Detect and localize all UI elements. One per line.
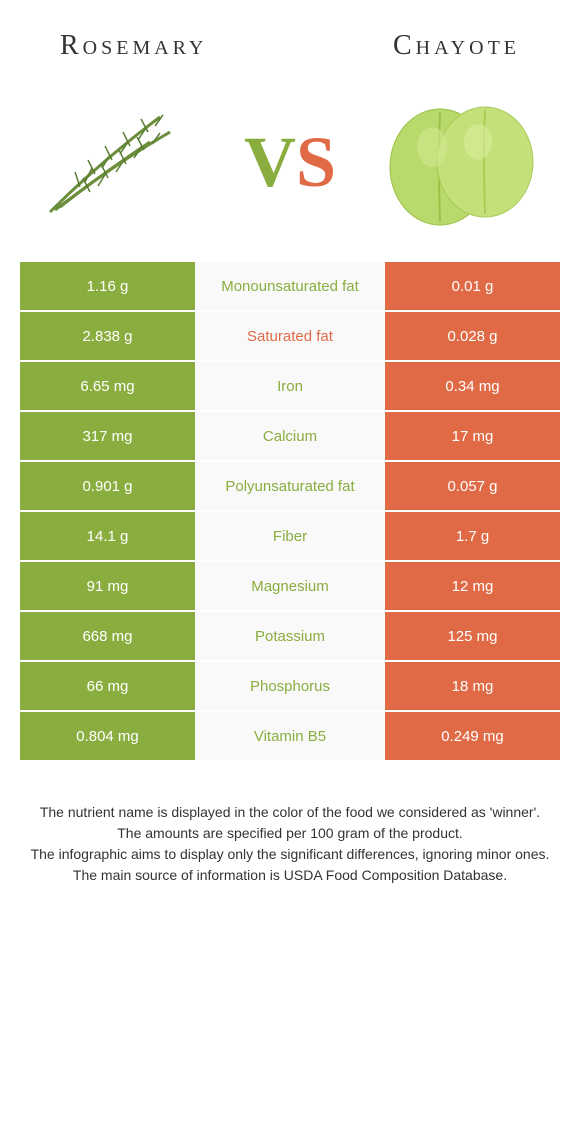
nutrient-label: Polyunsaturated fat [195, 462, 385, 510]
value-right: 1.7 g [385, 512, 560, 560]
value-right: 125 mg [385, 612, 560, 660]
value-right: 0.028 g [385, 312, 560, 360]
table-row: 66 mgPhosphorus18 mg [20, 662, 560, 712]
table-row: 6.65 mgIron0.34 mg [20, 362, 560, 412]
value-right: 0.34 mg [385, 362, 560, 410]
value-left: 0.804 mg [20, 712, 195, 760]
value-right: 0.01 g [385, 262, 560, 310]
table-row: 668 mgPotassium125 mg [20, 612, 560, 662]
value-right: 17 mg [385, 412, 560, 460]
nutrient-label: Vitamin B5 [195, 712, 385, 760]
footer-line: The amounts are specified per 100 gram o… [20, 823, 560, 844]
value-right: 0.249 mg [385, 712, 560, 760]
header: Rosemary Chayote [0, 0, 580, 82]
value-left: 2.838 g [20, 312, 195, 360]
nutrient-label: Monounsaturated fat [195, 262, 385, 310]
value-left: 0.901 g [20, 462, 195, 510]
footer-line: The main source of information is USDA F… [20, 865, 560, 886]
nutrient-label: Calcium [195, 412, 385, 460]
value-right: 12 mg [385, 562, 560, 610]
table-row: 2.838 gSaturated fat0.028 g [20, 312, 560, 362]
value-left: 91 mg [20, 562, 195, 610]
title-right: Chayote [393, 30, 520, 62]
table-row: 0.901 gPolyunsaturated fat0.057 g [20, 462, 560, 512]
footer-line: The nutrient name is displayed in the co… [20, 802, 560, 823]
comparison-table: 1.16 gMonounsaturated fat0.01 g2.838 gSa… [20, 262, 560, 762]
table-row: 14.1 gFiber1.7 g [20, 512, 560, 562]
value-left: 14.1 g [20, 512, 195, 560]
table-row: 1.16 gMonounsaturated fat0.01 g [20, 262, 560, 312]
images-row: VS [0, 82, 580, 262]
value-left: 668 mg [20, 612, 195, 660]
value-right: 0.057 g [385, 462, 560, 510]
nutrient-label: Potassium [195, 612, 385, 660]
table-row: 91 mgMagnesium12 mg [20, 562, 560, 612]
nutrient-label: Magnesium [195, 562, 385, 610]
table-row: 317 mgCalcium17 mg [20, 412, 560, 462]
value-left: 6.65 mg [20, 362, 195, 410]
nutrient-label: Iron [195, 362, 385, 410]
footer-line: The infographic aims to display only the… [20, 844, 560, 865]
nutrient-label: Fiber [195, 512, 385, 560]
rosemary-image [30, 92, 210, 232]
chayote-image [370, 92, 550, 232]
value-left: 66 mg [20, 662, 195, 710]
table-row: 0.804 mgVitamin B50.249 mg [20, 712, 560, 762]
vs-v: V [244, 122, 296, 202]
nutrient-label: Phosphorus [195, 662, 385, 710]
value-right: 18 mg [385, 662, 560, 710]
nutrient-label: Saturated fat [195, 312, 385, 360]
value-left: 1.16 g [20, 262, 195, 310]
title-left: Rosemary [60, 30, 207, 62]
footer-text: The nutrient name is displayed in the co… [0, 762, 580, 886]
vs-label: VS [244, 126, 336, 198]
vs-s: S [296, 122, 336, 202]
value-left: 317 mg [20, 412, 195, 460]
